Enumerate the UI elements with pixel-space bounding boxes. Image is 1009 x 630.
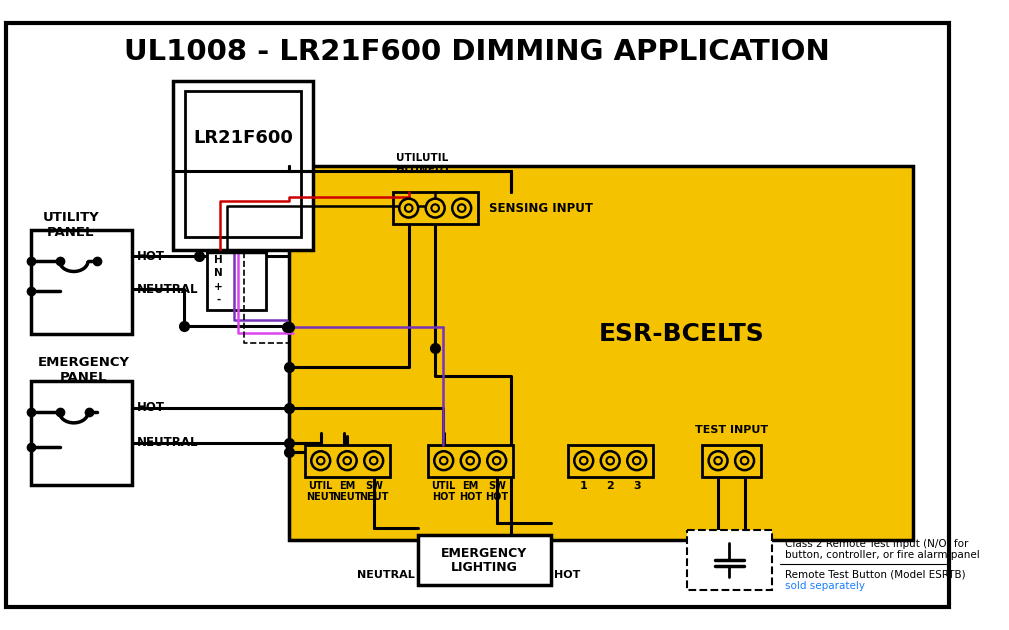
- Text: HOT: HOT: [554, 570, 581, 580]
- Circle shape: [708, 451, 727, 470]
- Circle shape: [580, 457, 587, 464]
- Bar: [428, 445, 513, 477]
- Bar: [568, 445, 653, 477]
- Circle shape: [466, 457, 474, 464]
- Circle shape: [714, 457, 721, 464]
- Text: Remote Test Button (Model ESRTB): Remote Test Button (Model ESRTB): [785, 570, 966, 579]
- Text: N: N: [214, 268, 223, 278]
- Bar: [31, 381, 132, 485]
- Circle shape: [574, 451, 593, 470]
- Text: button, controller, or fire alarm panel: button, controller, or fire alarm panel: [785, 551, 980, 560]
- Text: UTIL
HOT: UTIL HOT: [396, 153, 422, 175]
- Text: NEUTRAL: NEUTRAL: [356, 570, 415, 580]
- Text: LR21F600: LR21F600: [193, 129, 293, 147]
- Text: NEUTRAL: NEUTRAL: [137, 283, 199, 296]
- Circle shape: [487, 451, 507, 470]
- Text: NEUTRAL: NEUTRAL: [137, 436, 199, 449]
- Circle shape: [343, 457, 351, 464]
- Text: UL1008 - LR21F600 DIMMING APPLICATION: UL1008 - LR21F600 DIMMING APPLICATION: [124, 38, 829, 66]
- Circle shape: [426, 198, 445, 217]
- Text: EMERGENCY: EMERGENCY: [441, 547, 528, 560]
- Text: LIGHTING: LIGHTING: [451, 561, 518, 574]
- Circle shape: [741, 457, 749, 464]
- Bar: [31, 230, 132, 334]
- Circle shape: [606, 457, 614, 464]
- Text: ESR-BCELTS: ESR-BCELTS: [598, 322, 764, 346]
- Text: 3: 3: [633, 481, 641, 491]
- Bar: [702, 445, 761, 477]
- Bar: [174, 81, 313, 249]
- Text: SW
NEUT: SW NEUT: [359, 481, 388, 502]
- Text: UTILITY
PANEL: UTILITY PANEL: [42, 211, 99, 239]
- Bar: [418, 536, 551, 585]
- Bar: [207, 251, 265, 310]
- Text: TEST INPUT: TEST INPUT: [695, 425, 768, 435]
- Text: EM
NEUT: EM NEUT: [333, 481, 362, 502]
- Circle shape: [311, 451, 330, 470]
- Circle shape: [736, 451, 754, 470]
- Text: UTIL
NEUT: UTIL NEUT: [306, 481, 335, 502]
- Text: 2: 2: [606, 481, 614, 491]
- Circle shape: [452, 198, 471, 217]
- Text: -: -: [216, 295, 221, 305]
- Text: 1: 1: [580, 481, 587, 491]
- Bar: [186, 91, 301, 238]
- Text: SENSING INPUT: SENSING INPUT: [489, 202, 593, 215]
- Bar: [393, 192, 478, 224]
- Text: H: H: [214, 255, 223, 265]
- Text: sold separately: sold separately: [785, 581, 866, 590]
- Text: EM
HOT: EM HOT: [459, 481, 481, 502]
- Text: UTIL
HOT: UTIL HOT: [432, 481, 456, 502]
- Text: Class 2 Remote Test Input (N/O) for: Class 2 Remote Test Input (N/O) for: [785, 539, 969, 549]
- Bar: [289, 166, 913, 540]
- Circle shape: [633, 457, 641, 464]
- Text: +: +: [214, 282, 223, 292]
- Text: SW
HOT: SW HOT: [485, 481, 509, 502]
- Bar: [305, 445, 389, 477]
- Circle shape: [493, 457, 500, 464]
- Circle shape: [317, 457, 325, 464]
- Text: HOT: HOT: [137, 401, 165, 414]
- Text: EMERGENCY
PANEL: EMERGENCY PANEL: [38, 356, 130, 384]
- Circle shape: [440, 457, 448, 464]
- Text: HOT: HOT: [137, 250, 165, 263]
- Circle shape: [458, 204, 465, 212]
- Circle shape: [400, 198, 418, 217]
- Circle shape: [434, 451, 453, 470]
- Circle shape: [432, 204, 439, 212]
- Circle shape: [405, 204, 413, 212]
- Circle shape: [600, 451, 620, 470]
- Bar: [687, 530, 772, 590]
- Circle shape: [370, 457, 377, 464]
- Circle shape: [461, 451, 479, 470]
- Circle shape: [338, 451, 356, 470]
- Text: UTIL
NEUT: UTIL NEUT: [420, 153, 451, 175]
- Circle shape: [364, 451, 383, 470]
- Circle shape: [628, 451, 646, 470]
